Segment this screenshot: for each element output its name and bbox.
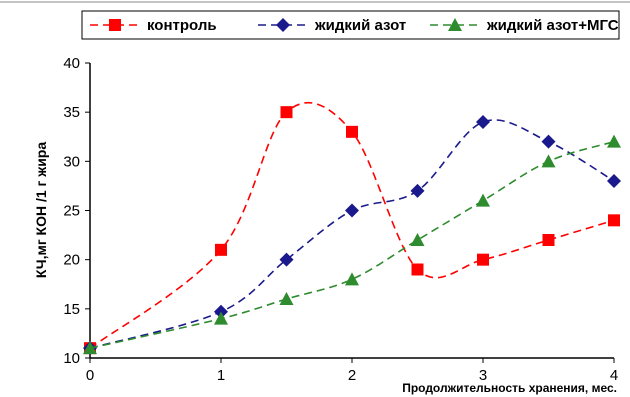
legend-label: жидкий азот: [314, 17, 406, 34]
data-point: [345, 272, 359, 286]
y-tick-label: 30: [63, 153, 80, 170]
legend-label: жидкий азот+МГС: [486, 17, 619, 34]
legend-square-marker: [109, 19, 121, 31]
data-point: [345, 203, 359, 218]
y-tick-label: 20: [63, 252, 80, 269]
axes: 0 1 2 3 4 10 15 20 25 30 35 40: [63, 55, 618, 384]
legend: контроль жидкий азот жидкий азот+МГС: [81, 10, 620, 40]
data-point: [215, 243, 227, 256]
data-point: [279, 292, 294, 305]
data-point: [410, 233, 425, 246]
legend-triangle-marker: [448, 18, 462, 31]
series-1: [84, 101, 620, 355]
y-tick-label: 15: [63, 301, 80, 318]
y-tick-label: 25: [63, 203, 80, 220]
data-point: [279, 252, 294, 267]
data-point: [477, 253, 489, 266]
data-point: [541, 154, 556, 168]
y-axis-title: КЧ,мг КОН /1 г жира: [33, 142, 49, 279]
data-point: [280, 106, 293, 119]
legend-diamond-marker: [276, 18, 290, 32]
data-point: [608, 214, 620, 227]
data-point: [607, 174, 621, 188]
data-point: [346, 125, 358, 138]
y-tick-label: 10: [63, 350, 80, 367]
data-point: [476, 193, 490, 207]
data-point: [542, 234, 555, 246]
legend-item: жидкий азот: [258, 17, 406, 34]
x-tick-label: 3: [479, 367, 487, 384]
data-point: [607, 134, 621, 148]
x-axis-title: Продолжительность хранения, мес.: [402, 381, 617, 395]
x-tick-label: 0: [86, 367, 94, 384]
data-point: [83, 341, 97, 355]
series-line: [89, 119, 615, 349]
data-point: [214, 311, 228, 325]
data-point: [476, 115, 490, 129]
x-tick-label: 2: [348, 367, 356, 384]
y-tick-label: 40: [63, 55, 80, 72]
data-point: [411, 263, 424, 276]
legend-label: контроль: [147, 17, 217, 34]
x-tick-label: 4: [610, 367, 618, 384]
data-point: [541, 134, 556, 149]
series-2: [83, 115, 621, 356]
y-tick-label: 35: [63, 104, 80, 121]
series-layer: [83, 101, 621, 356]
series-3: [83, 134, 621, 355]
data-point: [410, 183, 425, 198]
legend-item: жидкий азот+МГС: [430, 17, 619, 34]
series-line: [89, 101, 615, 349]
series-line: [89, 140, 615, 349]
legend-item: контроль: [90, 17, 217, 34]
x-tick-label: 1: [217, 367, 225, 384]
legend-box: [81, 10, 620, 40]
